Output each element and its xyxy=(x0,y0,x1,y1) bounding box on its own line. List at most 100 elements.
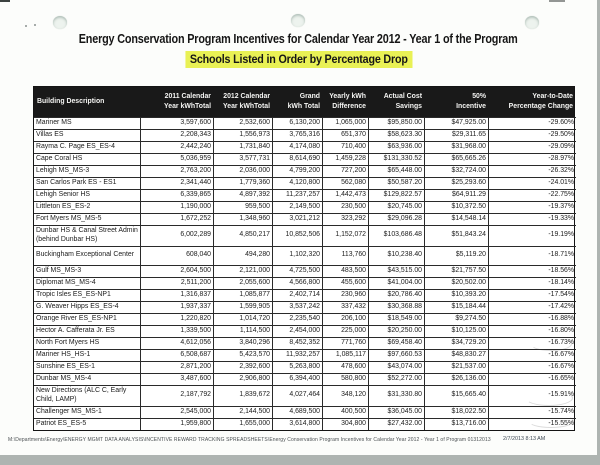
table-cell: 710,400 xyxy=(323,141,369,153)
table-cell: 4,689,500 xyxy=(273,405,323,418)
table-row: Patriot ES_ES-5 1,959,800 1,655,000 3,614,8… xyxy=(34,417,576,430)
table-row: Diplomat MS_MS-4 2,511,200 2,055,600 4,566,… xyxy=(34,276,576,289)
table-cell: 3,021,212 xyxy=(273,213,323,225)
table-row: Lehigh MS_MS-3 2,763,200 2,036,000 4,799,20… xyxy=(34,165,576,177)
scan-speck xyxy=(25,25,27,27)
table-cell: Dunbar HS & Canal Street Admin (behind D… xyxy=(34,225,141,246)
table-row: San Carlos Park ES - ES1 2,341,440 1,779,3… xyxy=(34,177,576,189)
table-cell: 3,537,242 xyxy=(273,300,323,313)
table-cell: -18.71% xyxy=(489,245,576,265)
column-header: 2012 Calendar Year kWhTotal xyxy=(223,93,270,110)
table-cell: -18.56% xyxy=(489,264,576,277)
table-cell: Fort Myers MS_MS-5 xyxy=(34,213,141,225)
table-cell: $15,665.40 xyxy=(425,384,489,406)
table-cell: -26.32% xyxy=(489,165,576,177)
table-cell: 4,612,056 xyxy=(141,336,214,349)
table-cell: 1,655,000 xyxy=(214,417,273,430)
table-cell: $103,686.48 xyxy=(369,225,425,246)
table-cell: 3,577,731 xyxy=(214,153,273,165)
table-cell: 5,263,800 xyxy=(273,360,323,373)
table-cell: 727,200 xyxy=(323,165,369,177)
column-header: Yearly kWh Difference xyxy=(329,93,366,110)
table-cell: -16.88% xyxy=(489,312,576,325)
column-header: 50% Incentive xyxy=(456,93,486,110)
table-cell: 2,545,000 xyxy=(141,405,214,418)
scanned-page: Energy Conservation Program Incentives f… xyxy=(0,0,597,455)
table-cell: $63,936.00 xyxy=(369,141,425,153)
table-cell: -16.67% xyxy=(489,360,576,373)
table-cell: $21,537.00 xyxy=(425,360,489,373)
table-cell: 4,799,200 xyxy=(273,165,323,177)
table-header-row: Building Description 2011 Calendar Year k… xyxy=(34,87,574,117)
table-cell: -16.67% xyxy=(489,348,576,361)
table-cell: Challenger MS_MS-1 xyxy=(34,405,141,418)
incentives-table: Building Description 2011 Calendar Year k… xyxy=(33,86,576,431)
table-cell: Mariner MS xyxy=(34,117,141,129)
table-cell: $69,458.40 xyxy=(369,336,425,349)
table-body: Mariner MS 3,597,600 2,532,600 6,130,200 1,0… xyxy=(34,117,576,430)
table-cell: 959,500 xyxy=(214,201,273,213)
table-cell: 230,500 xyxy=(323,201,369,213)
table-cell: $30,368.88 xyxy=(369,300,425,313)
table-cell: 2,341,440 xyxy=(141,177,214,189)
scan-speck xyxy=(34,24,36,26)
table-cell: 2,392,600 xyxy=(214,360,273,373)
table-cell: $27,432.00 xyxy=(369,417,425,430)
table-cell: $58,623.30 xyxy=(369,129,425,141)
table-cell: 6,002,289 xyxy=(141,225,214,246)
table-cell: 8,452,352 xyxy=(273,336,323,349)
punch-hole xyxy=(291,14,305,27)
table-cell: 2,121,000 xyxy=(214,264,273,277)
table-row: Villas ES 2,208,343 1,556,973 3,765,316 651,… xyxy=(34,129,576,141)
table-cell: 455,600 xyxy=(323,276,369,289)
table-cell: $32,724.00 xyxy=(425,165,489,177)
table-cell: 4,850,217 xyxy=(214,225,273,246)
table-cell: G. Weaver Hipps ES_ES-4 xyxy=(34,300,141,313)
table-cell: 2,235,540 xyxy=(273,312,323,325)
table-cell: 2,149,500 xyxy=(273,201,323,213)
table-cell: $31,968.00 xyxy=(425,141,489,153)
table-cell: 2,208,343 xyxy=(141,129,214,141)
table-cell: Orange River ES_ES-NP1 xyxy=(34,312,141,325)
punch-hole xyxy=(525,16,539,29)
table-row: Challenger MS_MS-1 2,545,000 2,144,500 4,68… xyxy=(34,405,576,418)
table-row: Sunshine ES_ES-1 2,871,200 2,392,600 5,263,… xyxy=(34,360,576,373)
table-row: Littleton ES_ES-2 1,190,000 959,500 2,149,5… xyxy=(34,201,576,213)
table-cell: 2,055,600 xyxy=(214,276,273,289)
table-cell: 1,959,800 xyxy=(141,417,214,430)
table-cell: 1,731,840 xyxy=(214,141,273,153)
table-cell: 1,599,905 xyxy=(214,300,273,313)
table-cell: 1,220,820 xyxy=(141,312,214,325)
table-cell: 2,532,600 xyxy=(214,117,273,129)
table-cell: 3,614,800 xyxy=(273,417,323,430)
table-cell: Gulf MS_MS-3 xyxy=(34,264,141,277)
table-cell: -24.01% xyxy=(489,177,576,189)
table-cell: 4,174,080 xyxy=(273,141,323,153)
table-cell: $21,757.50 xyxy=(425,264,489,277)
table-cell: 4,725,500 xyxy=(273,264,323,277)
table-cell: $65,448.00 xyxy=(369,165,425,177)
table-cell: 348,120 xyxy=(323,384,369,406)
table-cell: 4,120,800 xyxy=(273,177,323,189)
table-cell: 304,800 xyxy=(323,417,369,430)
table-cell: 1,014,720 xyxy=(214,312,273,325)
table-cell: $18,549.00 xyxy=(369,312,425,325)
footer-timestamp: 2/7/2013 8:13 AM xyxy=(503,436,546,442)
table-cell: $64,911.29 xyxy=(425,189,489,201)
table-cell: 2,402,714 xyxy=(273,288,323,301)
table-cell: 2,187,792 xyxy=(141,384,214,406)
table-cell: 483,500 xyxy=(323,264,369,277)
table-cell: $48,830.27 xyxy=(425,348,489,361)
table-cell: 1,085,877 xyxy=(214,288,273,301)
table-cell: 1,152,072 xyxy=(323,225,369,246)
table-cell: 2,442,240 xyxy=(141,141,214,153)
table-cell: Sunshine ES_ES-1 xyxy=(34,360,141,373)
column-header: Grand kWh Total xyxy=(287,93,320,110)
table-cell: 6,130,200 xyxy=(273,117,323,129)
table-cell: 1,316,837 xyxy=(141,288,214,301)
table-cell: 1,114,500 xyxy=(214,324,273,337)
table-cell: 1,937,337 xyxy=(141,300,214,313)
table-cell: $25,293.60 xyxy=(425,177,489,189)
table-cell: 113,760 xyxy=(323,245,369,265)
table-cell: 10,852,506 xyxy=(273,225,323,246)
